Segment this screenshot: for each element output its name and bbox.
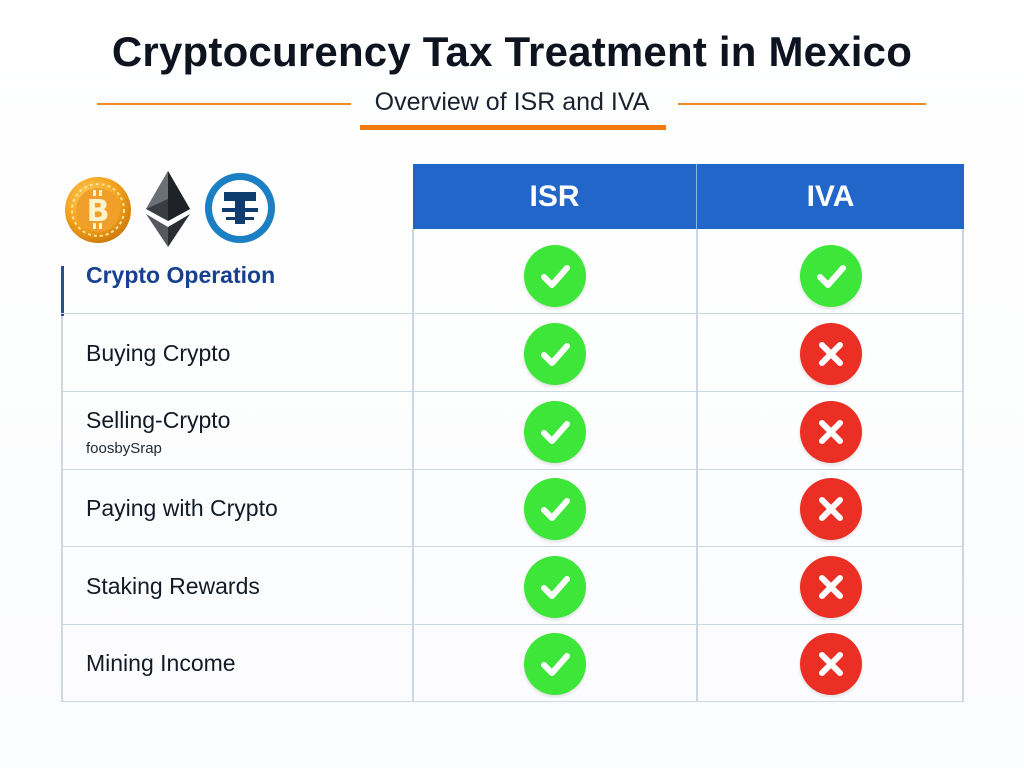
row-label: Paying with Crypto	[86, 495, 278, 521]
check-icon	[799, 244, 862, 307]
check-icon	[523, 322, 586, 385]
subtitle-row: Overview of ISR and IVA	[0, 86, 1024, 130]
row-label-text: Selling-Crypto	[86, 406, 231, 433]
cell-iva	[697, 470, 964, 547]
row-label: Mining Income	[86, 650, 236, 676]
cell-iva	[697, 625, 964, 702]
table-row: Mining Income	[61, 625, 964, 702]
header-divider	[696, 164, 697, 229]
ethereum-icon	[146, 171, 190, 247]
cell-iva	[697, 237, 964, 314]
cross-icon	[799, 477, 862, 540]
grid-line-vertical	[696, 229, 698, 702]
cell-isr	[413, 470, 696, 547]
cell-isr	[413, 548, 696, 625]
svg-text:B: B	[87, 194, 110, 229]
table-row: Staking Rewards	[61, 548, 964, 625]
row-label: Crypto Operation	[86, 262, 276, 288]
tax-table: ISR IVA Crypto Operation Buying Cry	[61, 164, 964, 702]
column-header-iva: IVA	[697, 164, 964, 229]
table-row: Selling-Crypto foosbySrap	[61, 393, 964, 470]
row-label: Buying Crypto	[86, 340, 231, 366]
check-icon	[523, 244, 586, 307]
row-label: Selling-Crypto foosbySrap	[86, 393, 230, 470]
cell-isr	[413, 625, 696, 702]
cross-icon	[799, 322, 862, 385]
subtitle-left-rule	[97, 103, 351, 105]
check-icon	[523, 477, 586, 540]
check-icon	[523, 555, 586, 618]
cross-icon	[799, 555, 862, 618]
cell-isr	[413, 393, 696, 470]
bitcoin-coin-icon: B	[65, 177, 131, 243]
row-label: Staking Rewards	[86, 573, 260, 599]
table-row: Buying Crypto	[61, 315, 964, 392]
cross-icon	[799, 400, 862, 463]
check-icon	[523, 632, 586, 695]
grid-line-vertical	[962, 229, 964, 702]
cell-isr	[413, 237, 696, 314]
page-title: Cryptocurency Tax Treatment in Mexico	[111, 28, 913, 75]
column-header-isr: ISR	[413, 164, 696, 229]
cell-iva	[697, 315, 964, 392]
row-label-note: foosbySrap	[86, 439, 162, 457]
tether-coin-icon	[205, 173, 275, 243]
check-icon	[523, 400, 586, 463]
cell-iva	[697, 393, 964, 470]
cell-isr	[413, 315, 696, 392]
grid-line-vertical	[412, 229, 414, 702]
page-subtitle: Overview of ISR and IVA	[374, 88, 650, 116]
subtitle-underline	[360, 125, 666, 130]
table-row: Paying with Crypto	[61, 470, 964, 547]
cell-iva	[697, 548, 964, 625]
grid-line-vertical	[61, 314, 63, 702]
header-row-accent	[61, 266, 64, 316]
table-row-header: Crypto Operation	[61, 237, 964, 314]
cross-icon	[799, 632, 862, 695]
subtitle-right-rule	[678, 103, 926, 105]
